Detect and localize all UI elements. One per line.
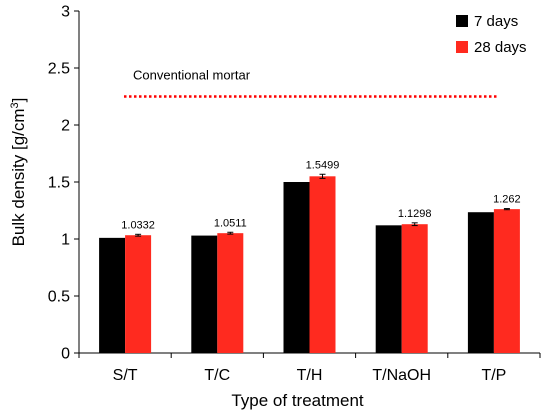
data-label: 1.262 <box>493 194 521 206</box>
x-tick-label: T/NaOH <box>372 367 431 384</box>
x-tick-label: T/P <box>481 367 506 384</box>
x-tick-label: S/T <box>113 367 138 384</box>
axes-layer: 0 0.5 1 1.5 2 2.5 3 S/T T/C T/H T/NaOH T/P Type of t… <box>9 4 541 410</box>
x-axis-title: Type of treatment <box>231 391 364 410</box>
y-axis-title: Bulk density [g/cm3] <box>9 98 28 247</box>
bar-7-days-T-NaOH <box>375 225 402 353</box>
data-label: 1.1298 <box>398 208 432 220</box>
reference-line-label: Conventional mortar <box>133 68 251 83</box>
y-tick-label: 3 <box>61 4 70 21</box>
bar-28-days-T-P <box>493 209 520 353</box>
bar-28-days-T-NaOH <box>401 224 428 353</box>
legend-swatch <box>456 41 468 53</box>
bar-7-days-S-T <box>99 237 126 353</box>
x-tick-label: T/C <box>204 367 230 384</box>
legend-swatch <box>456 15 468 27</box>
y-tick-label: 2.5 <box>48 61 70 78</box>
y-tick-label: 0 <box>61 346 70 363</box>
labels-layer: Conventional mortar 1.0332 1.0511 1.5499 1.1… <box>121 68 520 232</box>
bar-28-days-T-C <box>217 233 244 353</box>
legend-label: 7 days <box>474 13 518 30</box>
bar-7-days-T-C <box>191 235 218 353</box>
data-label: 1.0332 <box>121 219 155 231</box>
data-label: 1.0511 <box>214 217 247 229</box>
y-tick-label: 1.5 <box>48 175 70 192</box>
bars-layer <box>99 173 520 353</box>
bar-7-days-T-H <box>283 182 310 353</box>
x-tick-label: T/H <box>297 367 323 384</box>
bar-28-days-S-T <box>125 235 152 353</box>
bar-7-days-T-P <box>467 212 494 353</box>
y-tick-label: 2 <box>61 118 70 135</box>
y-tick-label: 0.5 <box>48 289 70 306</box>
legend: 7 days 28 days <box>456 13 527 56</box>
data-label: 1.5499 <box>306 159 340 171</box>
y-tick-label: 1 <box>61 232 70 249</box>
bar-28-days-T-H <box>309 176 336 353</box>
legend-label: 28 days <box>474 39 527 56</box>
